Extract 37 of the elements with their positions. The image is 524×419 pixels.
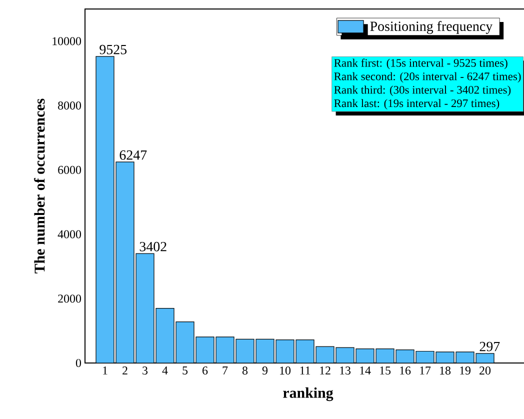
x-tick-label: 18 <box>440 366 451 375</box>
x-tick-label: 14 <box>360 366 371 374</box>
y-tick-label: 8000 <box>58 102 82 110</box>
x-tick-label: 2 <box>122 366 128 374</box>
annotation: Rank second: (20s interval - 6247 times) <box>334 72 521 83</box>
text: 9525 <box>100 44 127 54</box>
annotation: Rank third: (30s interval - 3402 times) <box>334 86 511 96</box>
y-axis-title: The number of occurrences <box>34 98 45 274</box>
y-tick-label: 0 <box>76 358 82 368</box>
x-tick-label: 7 <box>222 366 228 374</box>
x-tick-label: 19 <box>460 366 470 375</box>
y-tick-label: 2000 <box>58 294 82 303</box>
annotation: Rank last: (19s interval - 297 times) <box>334 99 500 110</box>
text: 297 <box>480 342 500 352</box>
y-tick-label: 10000 <box>52 37 82 46</box>
x-tick-label: 16 <box>400 366 411 375</box>
text: 3402 <box>140 242 166 252</box>
x-tick-label: 5 <box>182 366 188 374</box>
x-tick-label: 17 <box>420 366 431 374</box>
x-tick-label: 13 <box>340 366 351 375</box>
annotation: Rank first: (15s interval - 9525 times) <box>334 58 508 70</box>
x-tick-label: 6 <box>202 366 208 375</box>
x-tick-label: 20 <box>480 366 491 375</box>
x-tick-label: 4 <box>162 366 168 374</box>
x-tick-label: 12 <box>320 366 330 374</box>
text: 6247 <box>120 150 147 160</box>
x-tick-label: 8 <box>242 366 248 375</box>
x-tick-label: 10 <box>280 366 291 375</box>
x-tick-label: 3 <box>142 366 148 375</box>
x-axis-title: ranking <box>283 387 334 402</box>
x-tick-label: 11 <box>300 366 310 374</box>
legend-label: Positioning frequency <box>370 21 493 34</box>
x-tick-label: 1 <box>103 366 108 374</box>
y-tick-label: 4000 <box>58 230 82 238</box>
x-tick-label: 9 <box>262 366 268 375</box>
y-tick-label: 6000 <box>58 166 82 174</box>
x-tick-label: 15 <box>380 366 391 375</box>
